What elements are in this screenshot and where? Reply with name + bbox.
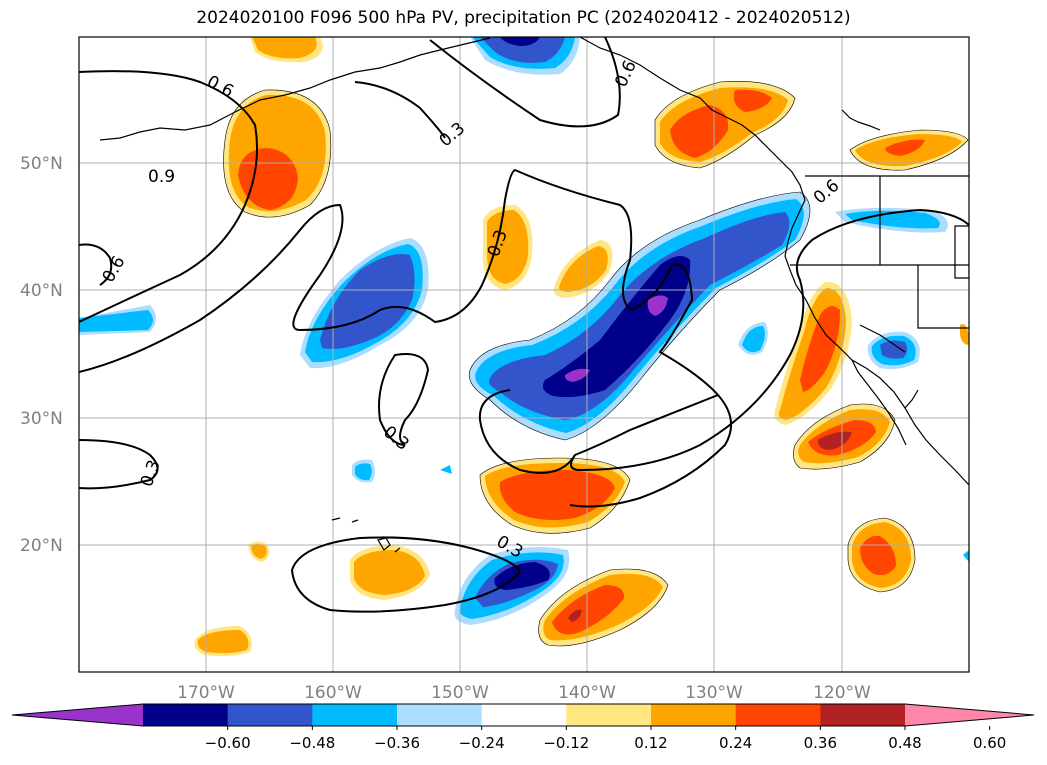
colorbar-segment	[735, 704, 821, 726]
map-plot-area: 0.6 0.9 0.3 0.6 0.3 0.6 0.6 0.3 0.3 0.3	[79, 37, 969, 672]
lon-label: 150°W	[431, 683, 489, 703]
colorbar-tick-label: −0.60	[205, 734, 251, 752]
lon-label: 130°W	[685, 683, 743, 703]
pv-contours	[79, 37, 969, 613]
colorbar-segment	[481, 704, 567, 726]
graticule	[79, 37, 969, 672]
lat-labels: 50°N 40°N 30°N 20°N	[20, 154, 63, 556]
colorbar-tick-label: 0.48	[888, 734, 921, 752]
lon-labels: 170°W 160°W 150°W 140°W 130°W 120°W	[177, 683, 871, 703]
colorbar-tick-label: 0.36	[804, 734, 837, 752]
lat-label: 20°N	[20, 536, 63, 556]
colorbar-tick-label: −0.12	[543, 734, 589, 752]
lon-label: 120°W	[813, 683, 871, 703]
colorbar-tick-label: 0.24	[719, 734, 752, 752]
coastlines	[99, 37, 969, 553]
map-title: 2024020100 F096 500 hPa PV, precipitatio…	[196, 8, 851, 28]
lon-label: 140°W	[558, 683, 616, 703]
colorbar-tick-label: −0.48	[289, 734, 335, 752]
precip-outlines	[223, 81, 969, 647]
lat-label: 30°N	[20, 409, 63, 429]
colorbar-segment	[227, 704, 313, 726]
colorbar-tick-label: −0.36	[374, 734, 420, 752]
plot-frame	[78, 36, 970, 673]
colorbar-tick-label: 0.12	[634, 734, 667, 752]
colorbar-extend-low	[12, 704, 143, 726]
contour-label: 0.9	[148, 167, 175, 187]
lon-label: 170°W	[177, 683, 235, 703]
colorbar-tick-label: 0.60	[973, 734, 1006, 752]
colorbar-segment	[143, 704, 229, 726]
lat-label: 40°N	[20, 281, 63, 301]
lon-label: 160°W	[304, 683, 362, 703]
colorbar: −0.60 −0.48 −0.36 −0.24 −0.12 0.12 0.24 0.36 0.4…	[11, 703, 1035, 752]
colorbar-segment	[397, 704, 483, 726]
lat-label: 50°N	[20, 154, 63, 174]
colorbar-segment	[312, 704, 398, 726]
colorbar-segment	[651, 704, 737, 726]
colorbar-outline	[11, 703, 1035, 727]
colorbar-segment	[820, 704, 906, 726]
colorbar-tick-label: −0.24	[459, 734, 505, 752]
colorbar-extend-high	[905, 704, 1034, 726]
colorbar-segment	[566, 704, 652, 726]
